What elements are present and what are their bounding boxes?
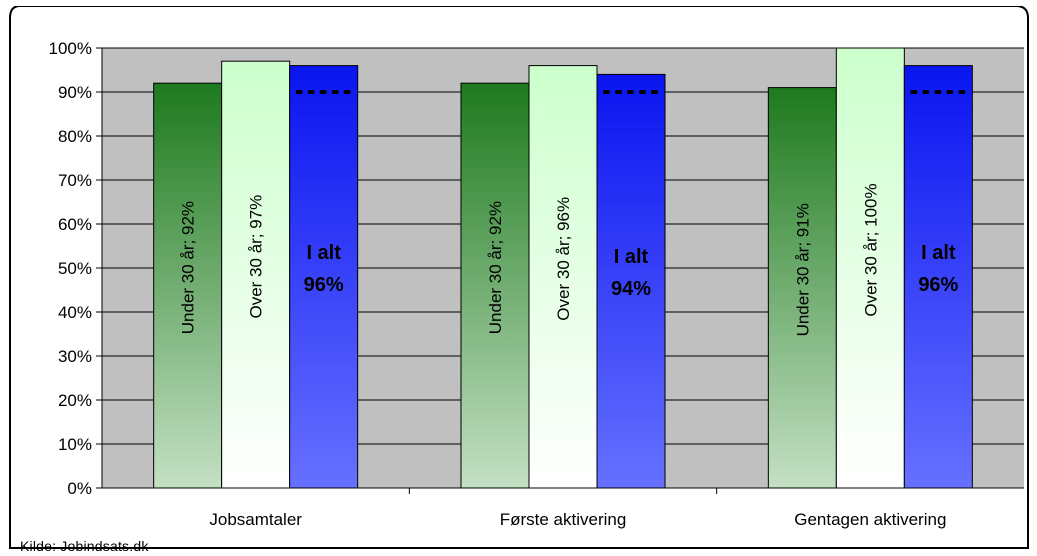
bar-labels: Under 30 år; 92% Over 30 år; 97% I alt 96% U… [179, 183, 959, 336]
bars [153, 47, 973, 489]
bar [903, 65, 973, 489]
bar [835, 47, 905, 489]
y-tick-label: 90% [58, 83, 92, 102]
chart-frame: Under 30 år; 92% Over 30 år; 97% I alt 96% U… [8, 6, 1030, 554]
y-tick-label: 20% [58, 391, 92, 410]
y-tick-label: 0% [67, 479, 92, 498]
bar-data-label: 94% [611, 278, 651, 300]
bar-data-label: Under 30 år; 92% [486, 201, 505, 334]
bar-data-label: 96% [304, 274, 344, 296]
x-category-label: Jobsamtaler [209, 510, 302, 529]
bar [460, 82, 530, 489]
bar-data-label: 96% [918, 274, 958, 296]
bar-data-label: Over 30 år; 100% [861, 183, 880, 316]
bar [528, 65, 598, 489]
bar-data-label: Over 30 år; 96% [554, 197, 573, 321]
x-category-label: Første aktivering [500, 510, 627, 529]
bar-data-label: I alt [614, 246, 649, 268]
bar-data-label: Under 30 år; 92% [179, 201, 198, 334]
bar-data-label: I alt [921, 242, 956, 264]
y-tick-label: 100% [49, 39, 92, 58]
bar [289, 65, 359, 489]
y-tick-label: 50% [58, 259, 92, 278]
y-axis: 0% 10% 20% 30% 40% 50% 60% 70% 80% 90% 100% [49, 39, 103, 498]
bar [153, 82, 223, 489]
x-axis: Jobsamtaler Første aktivering Gentagen akt… [96, 487, 1024, 529]
bar-data-label: I alt [306, 242, 341, 264]
y-tick-label: 10% [58, 435, 92, 454]
y-tick-label: 30% [58, 347, 92, 366]
bar [596, 73, 666, 489]
y-tick-label: 80% [58, 127, 92, 146]
y-tick-label: 70% [58, 171, 92, 190]
source-note: Kilde: Jobindsats.dk [20, 538, 149, 554]
bar-chart: Under 30 år; 92% Over 30 år; 97% I alt 96% U… [9, 6, 1029, 549]
bar-data-label: Under 30 år; 91% [793, 203, 812, 336]
bar [767, 87, 837, 489]
bar [221, 60, 291, 489]
y-tick-label: 60% [58, 215, 92, 234]
bar-data-label: Over 30 år; 97% [247, 195, 266, 319]
x-category-label: Gentagen aktivering [794, 510, 946, 529]
y-tick-label: 40% [58, 303, 92, 322]
